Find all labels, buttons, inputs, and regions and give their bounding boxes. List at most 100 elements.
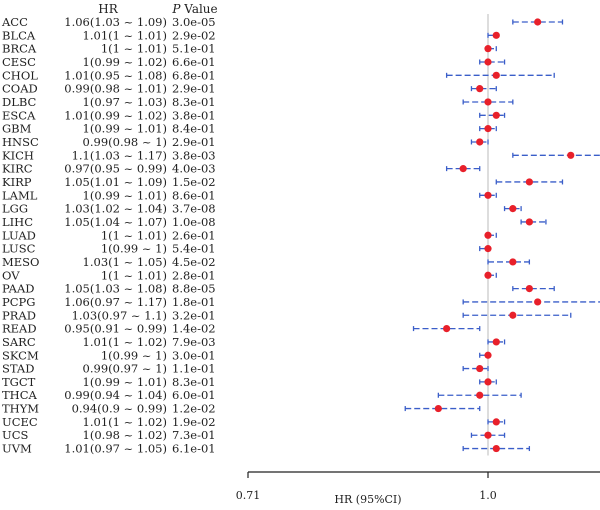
p-value-text: 2.9e-01 — [172, 135, 216, 149]
cancer-label: SARC — [2, 335, 36, 349]
hr-ci-text: 1(0.99 ~ 1.01) — [83, 375, 167, 389]
cancer-label: OV — [2, 268, 20, 282]
row-uvm: UVM 1.01(0.97 ~ 1.05) 6.1e-01 — [2, 442, 531, 456]
hr-point — [484, 231, 492, 239]
hr-point — [484, 378, 492, 386]
hr-point — [484, 58, 492, 66]
row-blca: BLCA 1.01(1 ~ 1.01) 2.9e-02 — [2, 28, 500, 42]
cancer-label: KIRC — [2, 162, 33, 176]
hr-point — [492, 418, 500, 426]
hr-ci-text: 0.99(0.94 ~ 1.04) — [64, 388, 167, 402]
hr-ci-text: 1.06(0.97 ~ 1.17) — [64, 295, 167, 309]
hr-ci-text: 1.1(1.03 ~ 1.17) — [72, 148, 167, 162]
row-laml: LAML 1(0.99 ~ 1.01) 8.6e-01 — [2, 188, 497, 202]
cancer-label: LUSC — [2, 242, 36, 256]
p-value-text: 1.8e-01 — [172, 295, 216, 309]
hr-point — [534, 18, 542, 26]
row-dlbc: DLBC 1(0.97 ~ 1.03) 8.3e-01 — [2, 95, 514, 109]
cancer-label: MESO — [2, 255, 39, 269]
hr-ci-text: 0.97(0.95 ~ 0.99) — [64, 162, 167, 176]
cancer-label: CHOL — [2, 68, 38, 82]
p-value-text: 1.9e-02 — [172, 415, 216, 429]
cancer-label: BLCA — [2, 28, 36, 42]
row-brca: BRCA 1(1 ~ 1.01) 5.1e-01 — [2, 42, 497, 56]
hr-ci-text: 1(0.98 ~ 1.02) — [83, 428, 167, 442]
p-value-text: 8.4e-01 — [172, 122, 216, 136]
p-value-text: 1.0e-08 — [172, 215, 216, 229]
cancer-label: SKCM — [2, 348, 39, 362]
p-value-text: 6.0e-01 — [172, 388, 216, 402]
cancer-label: KICH — [2, 148, 34, 162]
p-value-text: 5.1e-01 — [172, 42, 216, 56]
hr-ci-text: 1.06(1.03 ~ 1.09) — [64, 15, 167, 29]
cancer-label: CESC — [2, 55, 36, 69]
hr-point — [484, 191, 492, 199]
cancer-label: THCA — [2, 388, 37, 402]
cancer-label: DLBC — [2, 95, 37, 109]
hr-ci-text: 1(0.97 ~ 1.03) — [83, 95, 167, 109]
cancer-label: PCPG — [2, 295, 35, 309]
hr-point — [509, 205, 517, 213]
hr-point — [492, 31, 500, 39]
hr-point — [476, 391, 484, 399]
x-axis-label: HR (95%CI) — [334, 493, 401, 506]
hr-ci-text: 1(0.99 ~ 1.01) — [83, 122, 167, 136]
p-value-text: 1.4e-02 — [172, 322, 216, 336]
row-acc: ACC 1.06(1.03 ~ 1.09) 3.0e-05 — [1, 15, 564, 29]
header-p: P — [171, 2, 181, 16]
hr-ci-text: 1(0.99 ~ 1) — [101, 348, 167, 362]
cancer-label: LGG — [2, 202, 28, 216]
hr-point — [525, 178, 533, 186]
hr-ci-text: 0.99(0.97 ~ 1) — [83, 362, 167, 376]
hr-point — [534, 298, 542, 306]
hr-point — [567, 151, 575, 159]
hr-ci-text: 1(0.99 ~ 1) — [101, 242, 167, 256]
p-value-text: 8.8e-05 — [172, 282, 216, 296]
hr-point — [484, 431, 492, 439]
p-value-text: 1.1e-01 — [172, 362, 216, 376]
hr-ci-text: 1.01(0.95 ~ 1.08) — [64, 68, 167, 82]
p-value-text: 2.9e-02 — [172, 28, 216, 42]
cancer-label: UCS — [2, 428, 28, 442]
hr-ci-text: 1(0.99 ~ 1.02) — [83, 55, 167, 69]
hr-ci-text: 0.99(0.98 ~ 1) — [83, 135, 167, 149]
hr-ci-text: 0.95(0.91 ~ 0.99) — [64, 322, 167, 336]
cancer-label: HNSC — [2, 135, 39, 149]
cancer-label: ACC — [1, 15, 28, 29]
cancer-label: GBM — [2, 122, 32, 136]
hr-ci-text: 1.01(1 ~ 1.01) — [83, 28, 167, 42]
hr-point — [492, 111, 500, 119]
hr-point — [484, 245, 492, 253]
row-lusc: LUSC 1(0.99 ~ 1) 5.4e-01 — [2, 242, 492, 256]
p-value-text: 2.9e-01 — [172, 82, 216, 96]
p-value-text: 8.3e-01 — [172, 95, 216, 109]
row-pcpg: PCPG 1.06(0.97 ~ 1.17) 1.8e-01 — [2, 295, 600, 309]
row-chol: CHOL 1.01(0.95 ~ 1.08) 6.8e-01 — [2, 68, 555, 82]
cancer-label: PRAD — [2, 308, 36, 322]
hr-point — [484, 271, 492, 279]
p-value-text: 4.0e-03 — [172, 162, 216, 176]
row-coad: COAD 0.99(0.98 ~ 1.01) 2.9e-01 — [2, 82, 497, 96]
x-tick-label-0: 0.71 — [236, 489, 261, 502]
hr-ci-text: 1.01(1 ~ 1.02) — [83, 335, 167, 349]
p-value-text: 7.9e-03 — [172, 335, 216, 349]
header-hr: HR — [98, 2, 118, 16]
row-gbm: GBM 1(0.99 ~ 1.01) 8.4e-01 — [2, 122, 497, 136]
hr-ci-text: 1.03(1 ~ 1.05) — [83, 255, 167, 269]
hr-point — [492, 338, 500, 346]
header-p-value: P Value — [171, 2, 217, 16]
row-ucec: UCEC 1.01(1 ~ 1.02) 1.9e-02 — [2, 415, 506, 429]
hr-ci-text: 1.01(0.97 ~ 1.05) — [64, 442, 167, 456]
row-tgct: TGCT 1(0.99 ~ 1.01) 8.3e-01 — [2, 375, 497, 389]
hr-ci-text: 1.03(0.97 ~ 1.1) — [72, 308, 167, 322]
hr-point — [476, 85, 484, 93]
hr-ci-text: 1(1 ~ 1.01) — [101, 42, 167, 56]
p-value-text: 2.6e-01 — [172, 228, 216, 242]
row-thca: THCA 0.99(0.94 ~ 1.04) 6.0e-01 — [2, 388, 522, 402]
hr-point — [484, 45, 492, 53]
p-value-text: 3.0e-01 — [172, 348, 216, 362]
x-axis: 0.71 1.0 HR (95%CI) — [236, 471, 600, 506]
row-ucs: UCS 1(0.98 ~ 1.02) 7.3e-01 — [2, 428, 506, 442]
p-value-text: 8.6e-01 — [172, 188, 216, 202]
row-paad: PAAD 1.05(1.03 ~ 1.08) 8.8e-05 — [2, 282, 555, 296]
